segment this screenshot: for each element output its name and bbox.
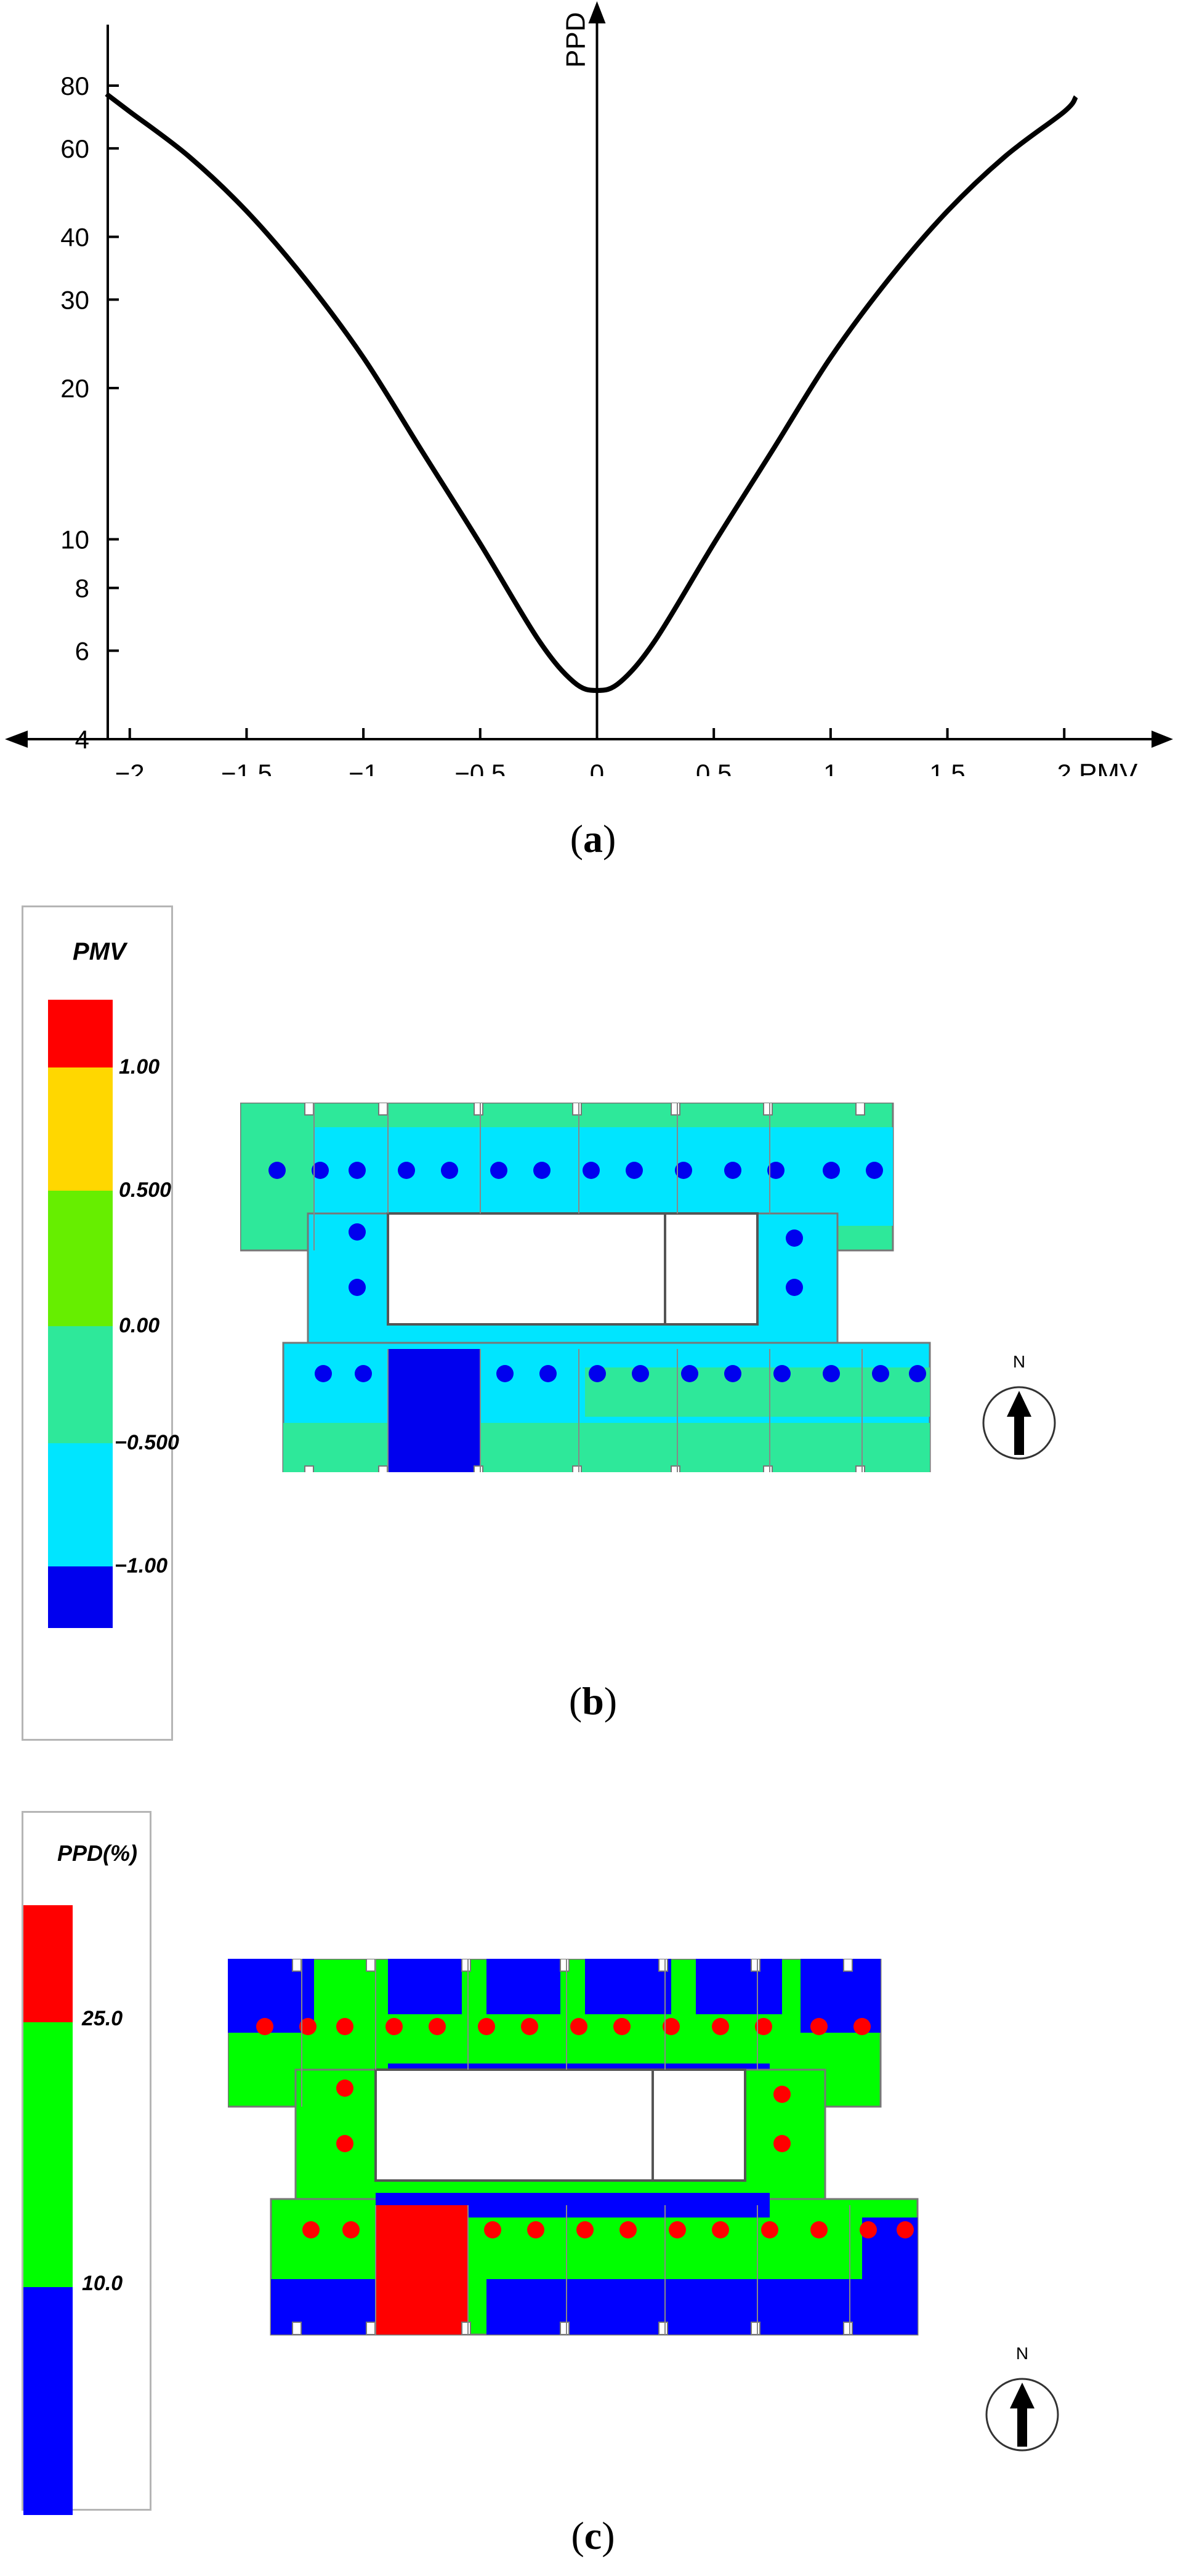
- pmv-swatch-blue: [48, 1566, 113, 1628]
- y-tick-label: 60: [60, 134, 89, 163]
- north-arrow-icon: [1007, 1391, 1031, 1455]
- pmv-legend-label: −0.500: [115, 1431, 179, 1454]
- pmv-swatch-yellow: [48, 1067, 113, 1191]
- x-tick-label: −1.5: [221, 759, 272, 776]
- y-tick-label: 10: [60, 525, 89, 554]
- panel-c: PPD(%) 25.0 10.0: [0, 1749, 1186, 2576]
- caption-b: (b): [568, 1679, 618, 1723]
- ppd-swatch-blue: [23, 2287, 73, 2515]
- y-axis-arrow: [588, 1, 606, 23]
- pmv-floor-plan: [240, 1103, 931, 1472]
- pmv-legend: PMV 1.00 0.500 0.00 −0.500 −1.00: [22, 905, 179, 1741]
- panel-a: PPD PMV −2 −1.5 −1 −0.5 0 0.5 1 1.5 2 4 6 8 10 20 30 40 6…: [0, 0, 1186, 861]
- pmv-legend-label: 0.500: [119, 1178, 172, 1202]
- x-axis-right-arrow: [1152, 731, 1173, 748]
- pmv-legend-label: 1.00: [119, 1055, 160, 1079]
- x-axis-left-arrow: [5, 731, 28, 748]
- x-axis-label: PMV: [1079, 758, 1138, 776]
- x-tick-label: 0: [590, 759, 604, 776]
- y-axis-label: PPD: [560, 12, 591, 68]
- x-tick-label: −1: [349, 759, 378, 776]
- y-tick-label: 6: [75, 636, 89, 665]
- y-tick-label: 30: [60, 285, 89, 314]
- ppd-legend-label: 25.0: [82, 2007, 123, 2030]
- caption-c: (c): [571, 2514, 615, 2558]
- ppd-legend: PPD(%) 25.0 10.0: [22, 1811, 151, 2515]
- y-tick-label: 4: [75, 725, 89, 754]
- pmv-swatch-lightgreen: [48, 1191, 113, 1326]
- north-label-c: N: [1016, 2344, 1028, 2363]
- north-arrow-icon: [1010, 2383, 1035, 2447]
- y-tick-label: 40: [60, 223, 89, 252]
- pmv-legend-title: PMV: [73, 938, 126, 965]
- north-label-b: N: [1013, 1352, 1025, 1371]
- ppd-floor-plan: [228, 1959, 919, 2336]
- y-tick-label: 20: [60, 374, 89, 403]
- x-tick-label: 1: [823, 759, 837, 776]
- y-tick-label: 8: [75, 574, 89, 603]
- ppd-swatch-green: [23, 2022, 73, 2287]
- pmv-swatch-cyan: [48, 1443, 113, 1566]
- north-arrow-b: N: [982, 1352, 1056, 1460]
- x-tick-label: 1.5: [929, 759, 965, 776]
- ppd-legend-title: PPD(%): [57, 1841, 138, 1866]
- north-arrow-c: N: [985, 2344, 1059, 2452]
- x-tick-label: −2: [115, 759, 145, 776]
- pmv-swatch-red: [48, 1000, 113, 1067]
- pmv-legend-label: 0.00: [119, 1314, 160, 1337]
- pmv-ppd-chart: PPD PMV −2 −1.5 −1 −0.5 0 0.5 1 1.5 2 4 6 8 10 20 30 40 6…: [5, 1, 1173, 776]
- ppd-legend-label: 10.0: [82, 2272, 123, 2295]
- x-tick-label: 2: [1057, 759, 1071, 776]
- ppd-curve: [105, 92, 1078, 693]
- x-tick-label: 0.5: [696, 759, 732, 776]
- panel-b: PMV 1.00 0.500 0.00 −0.500 −1.00: [0, 881, 1186, 1743]
- y-tick-label: 80: [60, 71, 89, 100]
- x-tick-label: −0.5: [454, 759, 506, 776]
- ppd-swatch-red: [23, 1905, 73, 2022]
- caption-a: (a): [570, 817, 616, 861]
- pmv-swatch-green: [48, 1326, 113, 1443]
- pmv-legend-label: −1.00: [115, 1554, 168, 1578]
